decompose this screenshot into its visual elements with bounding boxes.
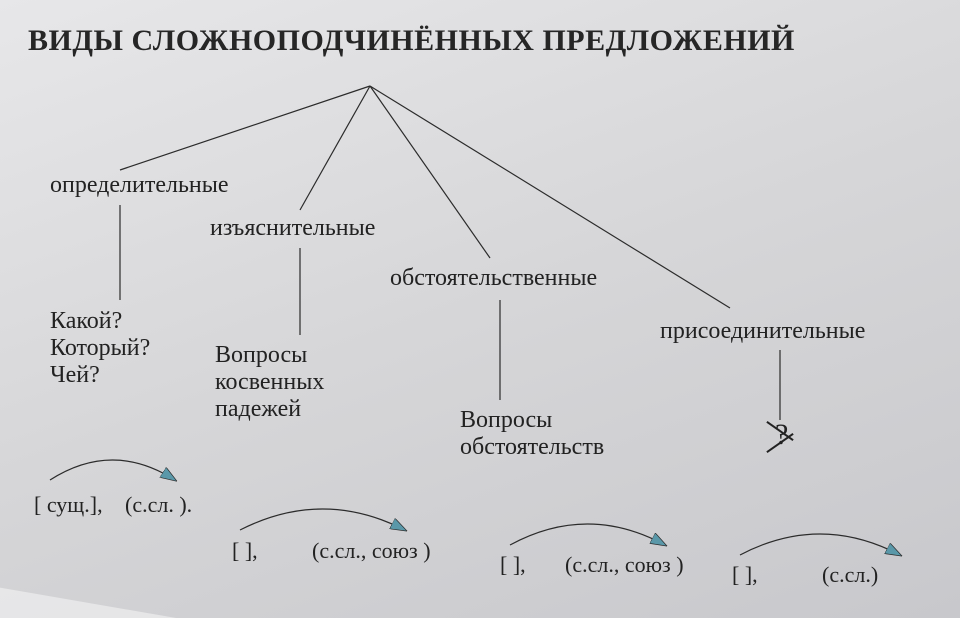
branch-label-adjunctive: присоединительные <box>660 318 865 345</box>
branch-label-adverbial: обстоятельственные <box>390 265 597 292</box>
decorative-corner <box>0 576 211 618</box>
scheme-adverbial-right: (с.сл., союз ) <box>565 552 684 578</box>
scheme-adjunctive-left: [ ], <box>732 562 758 588</box>
questions-adverbial: Вопросы обстоятельств <box>460 407 604 461</box>
scheme-explanatory-right: (с.сл., союз ) <box>312 538 431 564</box>
scheme-attributive-right: (с.сл. ). <box>125 492 192 518</box>
questions-explanatory: Вопросы косвенных падежей <box>215 342 324 423</box>
slide-stage: ВИДЫ СЛОЖНОПОДЧИНЁННЫХ ПРЕДЛОЖЕНИЙ опред… <box>0 0 960 618</box>
branch-label-explanatory: изъяснительные <box>210 215 375 242</box>
slide-title: ВИДЫ СЛОЖНОПОДЧИНЁННЫХ ПРЕДЛОЖЕНИЙ <box>28 24 795 58</box>
questions-attributive: Какой? Который? Чей? <box>50 308 150 389</box>
scheme-adjunctive-right: (с.сл.) <box>822 562 878 588</box>
scheme-adverbial-left: [ ], <box>500 552 526 578</box>
scheme-explanatory-left: [ ], <box>232 538 258 564</box>
branch-label-attributive: определительные <box>50 172 229 199</box>
scheme-attributive-left: [ сущ.], <box>34 492 103 518</box>
